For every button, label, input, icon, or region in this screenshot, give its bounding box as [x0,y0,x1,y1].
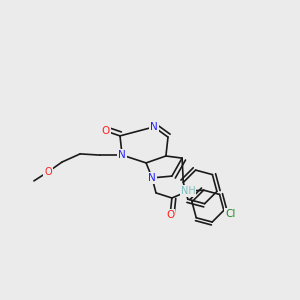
Text: N: N [118,150,126,160]
Text: N: N [148,173,156,183]
Text: O: O [166,210,174,220]
Text: O: O [102,126,110,136]
Text: Cl: Cl [225,209,235,219]
Text: O: O [44,167,52,177]
Text: N: N [150,122,158,132]
Text: NH: NH [181,186,196,196]
